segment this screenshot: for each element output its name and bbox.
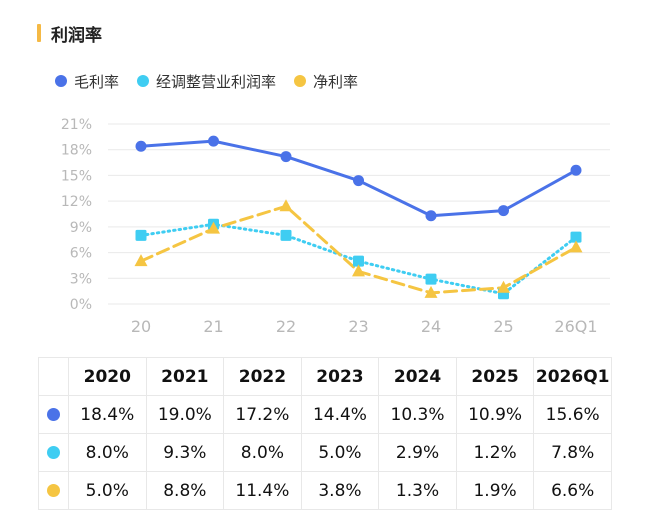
y-tick-label: 9% (70, 220, 92, 236)
legend-item-net-margin: 净利率 (294, 71, 358, 92)
legend-label: 毛利率 (74, 72, 120, 91)
data-point (135, 140, 147, 152)
data-point (280, 151, 292, 163)
data-point (134, 254, 148, 267)
table-row-gross-margin: 18.4% 19.0% 17.2% 14.4% 10.3% 10.9% 15.6… (38, 395, 612, 434)
table-cell: 14.4% (300, 395, 380, 434)
table-cell: 19.0% (145, 395, 225, 434)
data-point (570, 164, 582, 176)
table-header-row: 2020 2021 2022 2023 2024 2025 2026Q1 (38, 357, 612, 396)
table-header-cell: 2025 (455, 357, 535, 396)
data-point (135, 229, 147, 241)
x-tick-label: 25 (493, 317, 513, 336)
data-point (279, 199, 293, 212)
table-cell: 1.2% (455, 433, 535, 472)
y-tick-label: 6% (70, 246, 92, 262)
table-cell: 3.8% (300, 471, 380, 510)
table-row-adjusted-operating-margin: 8.0% 9.3% 8.0% 5.0% 2.9% 1.2% 7.8% (38, 433, 612, 472)
y-tick-label: 21% (61, 117, 92, 133)
legend-label: 经调整营业利润率 (156, 72, 277, 91)
table-cell: 10.9% (455, 395, 535, 434)
row-dot (47, 408, 60, 421)
data-point (570, 231, 582, 243)
table-cell: 1.3% (378, 471, 457, 510)
data-point (353, 255, 364, 267)
legend-label: 净利率 (313, 72, 359, 91)
table-cell: 5.0% (68, 471, 147, 510)
table-row-net-margin: 5.0% 8.8% 11.4% 3.8% 1.3% 1.9% 6.6% (38, 471, 612, 510)
legend-dot (55, 75, 67, 87)
data-point (280, 229, 292, 241)
legend-item-gross-margin: 毛利率 (55, 71, 119, 92)
table-header-cell: 2023 (300, 357, 380, 396)
table-cell: 7.8% (533, 433, 612, 472)
table-cell: 8.0% (223, 433, 302, 472)
data-point (424, 285, 438, 298)
table-header-cell: 2026Q1 (533, 357, 612, 396)
legend-item-adjusted-operating-margin: 经调整营业利润率 (137, 71, 276, 92)
y-tick-label: 3% (70, 271, 92, 287)
x-tick-label: 22 (276, 317, 296, 336)
data-point (498, 205, 509, 217)
table-cell: 8.8% (145, 471, 225, 510)
table-cell: 9.3% (145, 433, 225, 472)
data-point (207, 221, 220, 234)
table-cell: 8.0% (68, 433, 147, 472)
y-tick-label: 12% (61, 194, 92, 210)
x-tick-label: 24 (421, 317, 441, 336)
table-cell: 15.6% (533, 395, 612, 434)
legend: 毛利率 经调整营业利润率 净利率 (55, 70, 376, 92)
table-corner-cell (38, 357, 69, 396)
chart-title: 利润率 (51, 26, 102, 46)
row-dot (47, 484, 60, 497)
data-point (425, 273, 437, 285)
x-tick-label: 23 (348, 317, 368, 336)
data-point (352, 264, 365, 277)
row-marker-cell (38, 433, 69, 472)
table-cell: 10.3% (378, 395, 457, 434)
series-line-2 (139, 204, 578, 295)
data-point (497, 280, 510, 293)
x-tick-label: 26Q1 (554, 317, 597, 336)
row-marker-cell (38, 471, 69, 510)
table-header-cell: 2024 (378, 357, 457, 396)
table-cell: 2.9% (378, 433, 457, 472)
x-tick-label: 20 (131, 317, 151, 336)
y-tick-label: 18% (61, 143, 92, 159)
data-point (425, 210, 437, 222)
table-header-cell: 2020 (68, 357, 147, 396)
data-table: 2020 2021 2022 2023 2024 2025 2026Q1 18.… (38, 357, 612, 510)
row-dot (47, 446, 60, 459)
y-tick-label: 0% (70, 297, 92, 313)
line-chart: 0% 3% 6% 9% 12% 15% 18% 21% 20 21 22 23 24 25 26Q1 (61, 117, 610, 336)
table-header-cell: 2022 (223, 357, 302, 396)
y-tick-label: 15% (61, 168, 92, 184)
table-cell: 18.4% (68, 395, 147, 434)
data-point (569, 240, 583, 253)
title-accent-bar (37, 24, 41, 42)
legend-dot (294, 75, 307, 87)
table-header-cell: 2021 (145, 357, 225, 396)
table-cell: 5.0% (300, 433, 380, 472)
table-cell: 1.9% (455, 471, 535, 510)
data-point (353, 175, 364, 187)
x-tick-label: 21 (203, 317, 223, 336)
table-cell: 11.4% (223, 471, 302, 510)
data-point (208, 135, 219, 147)
legend-dot (137, 75, 150, 87)
row-marker-cell (38, 395, 69, 434)
table-cell: 6.6% (533, 471, 612, 510)
table-cell: 17.2% (223, 395, 302, 434)
